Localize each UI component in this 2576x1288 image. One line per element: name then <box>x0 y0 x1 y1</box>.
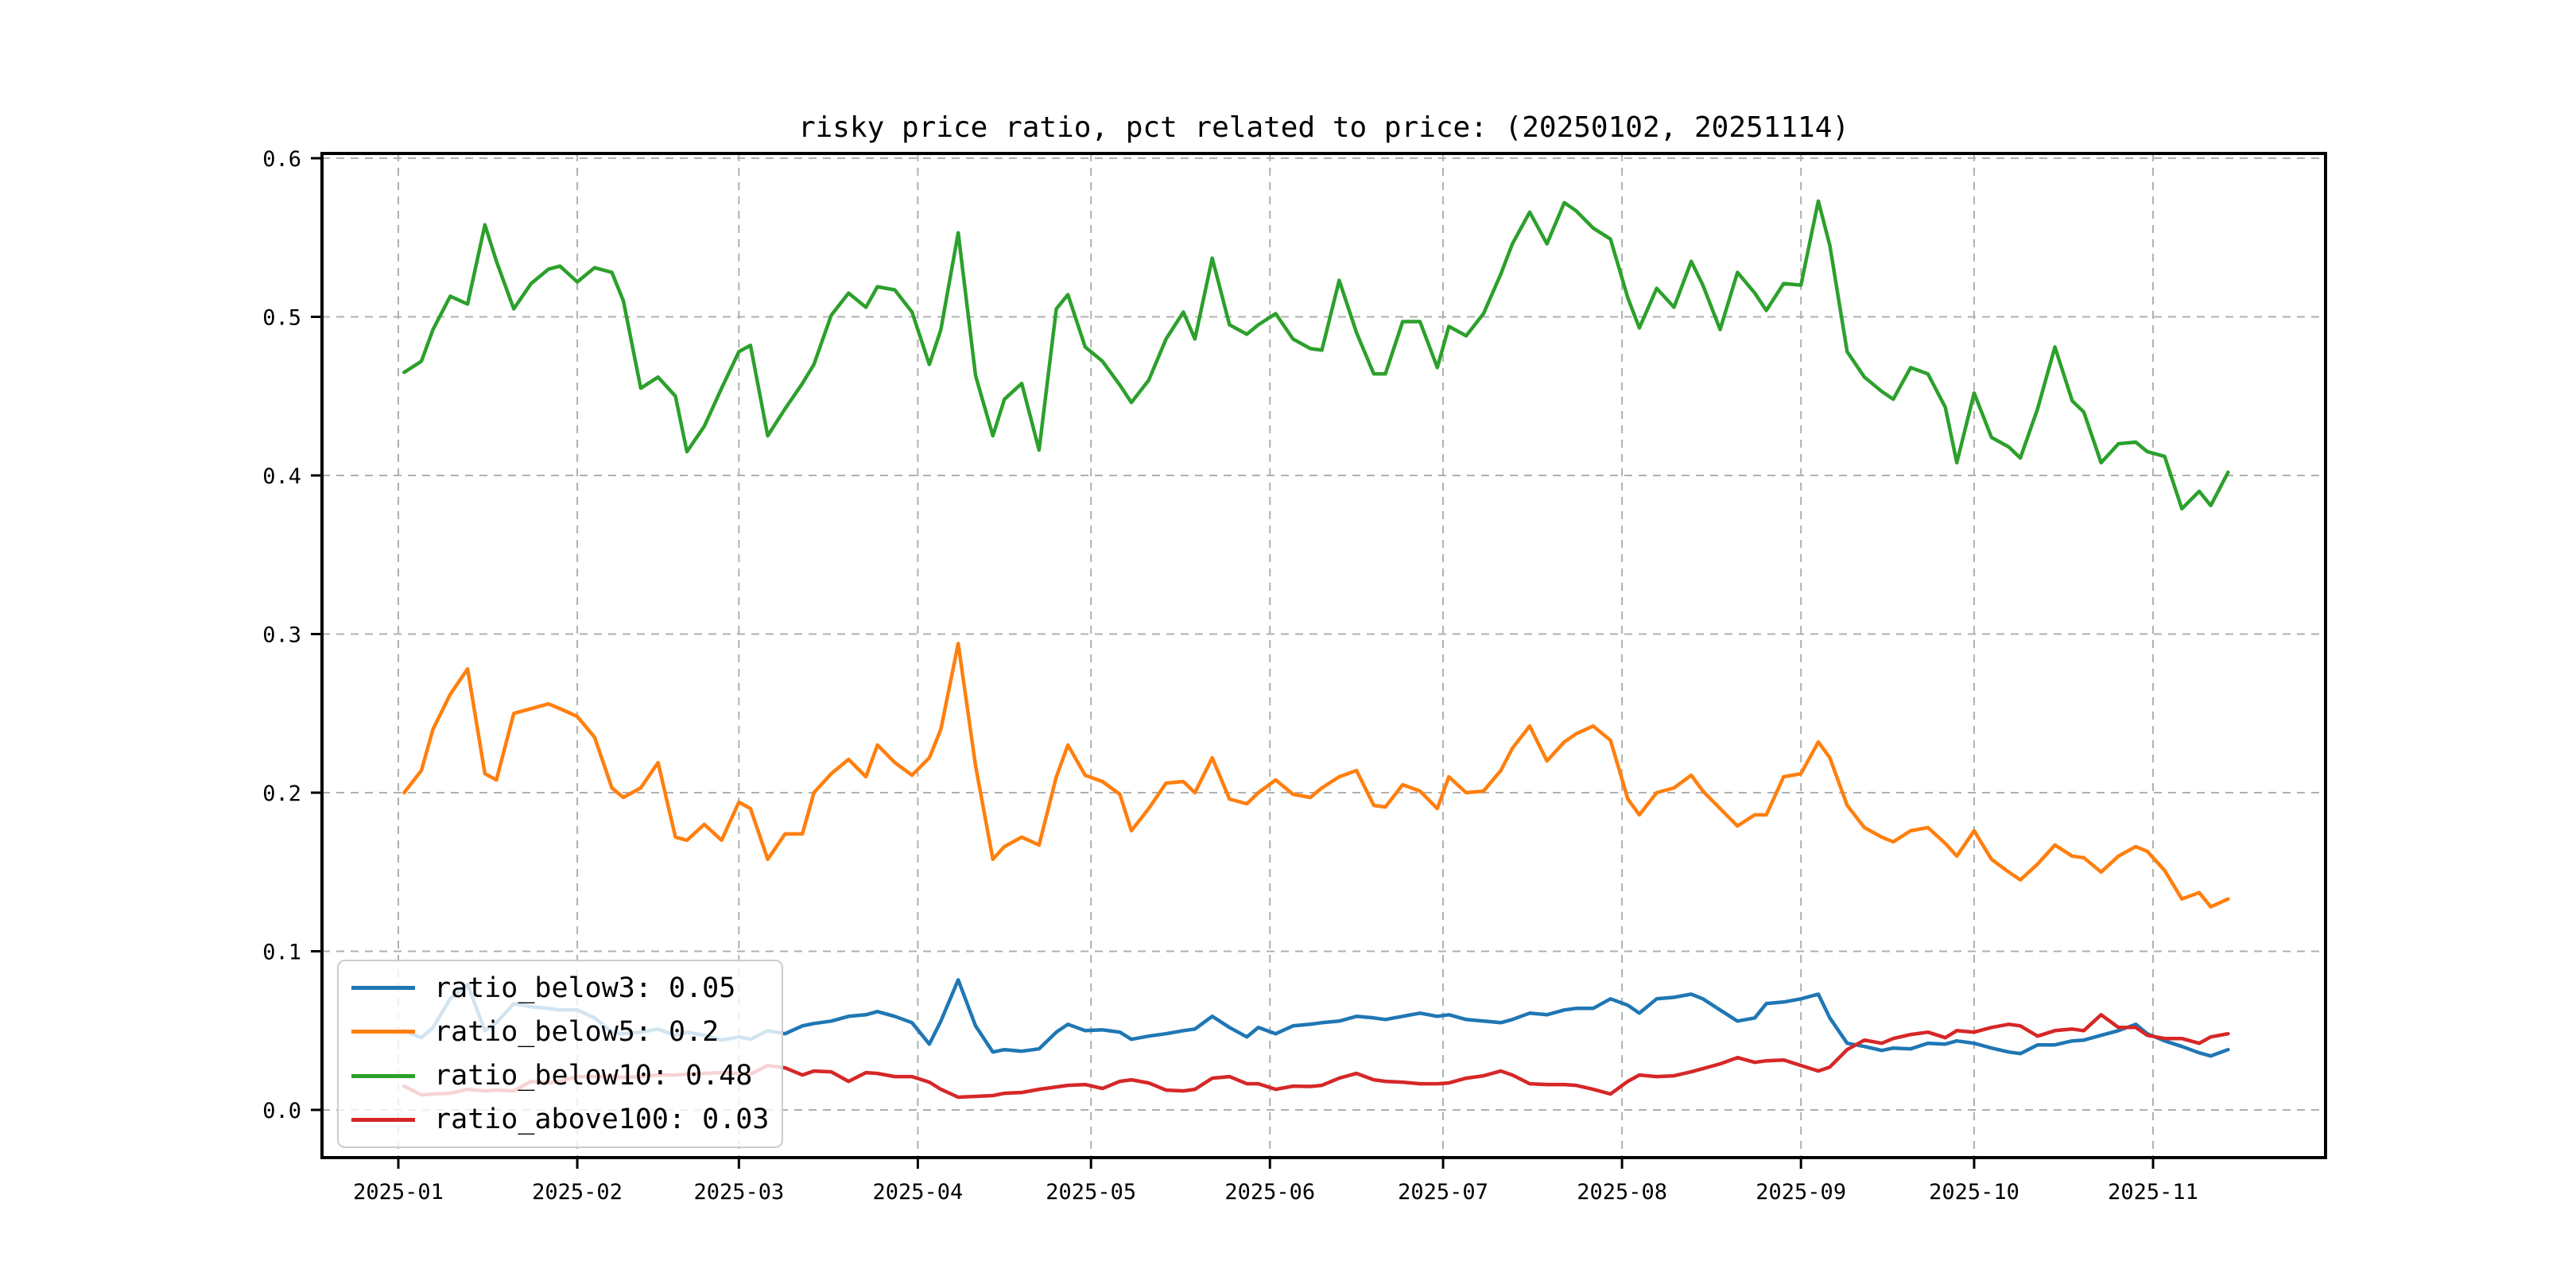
legend-item-ratio_below5: ratio_below5: 0.2 <box>351 1011 782 1053</box>
legend-label: ratio_above100: 0.03 <box>434 1104 770 1136</box>
legend-label: ratio_below10: 0.48 <box>434 1060 753 1092</box>
y-tick-label: 0.5 <box>262 306 301 331</box>
series-line-ratio_below10 <box>402 199 2230 511</box>
y-tick-label: 0.2 <box>262 782 301 806</box>
x-tick-label: 2025-04 <box>873 1180 964 1205</box>
legend-line-sample-orange <box>351 1030 415 1034</box>
legend-label: ratio_below3: 0.05 <box>434 972 736 1004</box>
x-tick-label: 2025-09 <box>1755 1180 1846 1205</box>
y-tick-label: 0.6 <box>262 147 301 172</box>
x-tick-label: 2025-05 <box>1046 1180 1136 1205</box>
x-tick-label: 2025-06 <box>1224 1180 1315 1205</box>
y-tick-label: 0.1 <box>262 941 301 965</box>
legend-item-ratio_below10: ratio_below10: 0.48 <box>351 1055 782 1096</box>
legend-label: ratio_below5: 0.2 <box>434 1015 720 1048</box>
legend-item-ratio_below3: ratio_below3: 0.05 <box>351 968 782 1009</box>
legend: ratio_below3: 0.05 ratio_below5: 0.2 rat… <box>337 960 783 1148</box>
x-tick-label: 2025-10 <box>1929 1180 2019 1205</box>
x-tick-label: 2025-08 <box>1577 1180 1667 1205</box>
x-tick-label: 2025-11 <box>2108 1180 2198 1205</box>
legend-line-sample-green <box>351 1073 415 1078</box>
x-tick-label: 2025-02 <box>532 1180 623 1205</box>
x-tick-label: 2025-01 <box>353 1180 444 1205</box>
y-tick-label: 0.4 <box>262 464 301 489</box>
y-tick-label: 0.3 <box>262 623 301 648</box>
chart-title: risky price ratio, pct related to price:… <box>797 111 1850 144</box>
x-tick-label: 2025-07 <box>1398 1180 1488 1205</box>
legend-line-sample-red <box>351 1117 415 1122</box>
axes-spines <box>320 152 2327 1159</box>
legend-item-ratio_above100: ratio_above100: 0.03 <box>351 1099 782 1140</box>
series-line-ratio_below5 <box>402 642 2230 909</box>
x-tick-label: 2025-03 <box>693 1180 784 1205</box>
legend-line-sample-blue <box>351 986 415 991</box>
y-tick-label: 0.0 <box>262 1099 301 1123</box>
